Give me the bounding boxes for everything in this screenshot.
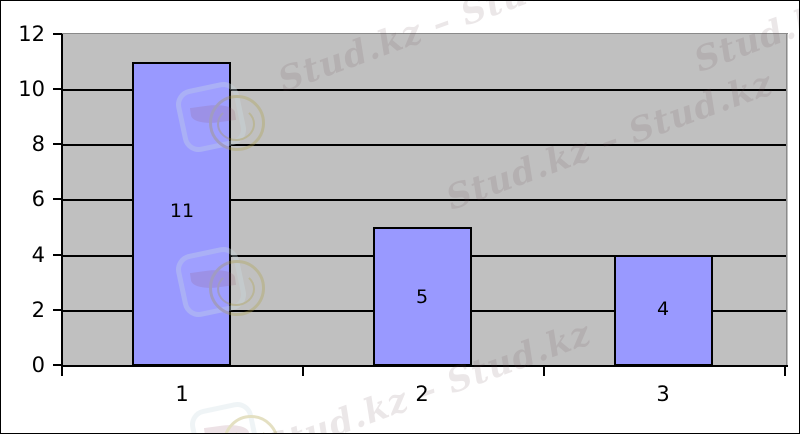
plot-top-border bbox=[61, 33, 788, 34]
bar-category-1[interactable] bbox=[132, 62, 231, 366]
x-axis-tick-label-1: 1 bbox=[175, 382, 189, 406]
bar-value-label-2: 5 bbox=[415, 286, 429, 308]
y-axis-tick-mark-4 bbox=[53, 254, 62, 256]
bar-category-3[interactable] bbox=[614, 255, 713, 366]
x-axis-tick-label-2: 2 bbox=[415, 382, 429, 406]
y-axis-tick-mark-10 bbox=[53, 88, 62, 90]
gridline-6 bbox=[61, 199, 786, 201]
y-axis-tick-label-10: 10 bbox=[18, 77, 45, 101]
stud-kz-logo-icon-3 bbox=[187, 399, 279, 433]
plot-right-border bbox=[786, 34, 787, 365]
y-axis-tick-label-0: 0 bbox=[31, 353, 45, 377]
bar-value-label-3: 4 bbox=[656, 298, 670, 320]
gridline-8 bbox=[61, 144, 786, 146]
y-axis-tick-label-6: 6 bbox=[31, 187, 45, 211]
x-axis-tick-mark-2 bbox=[543, 367, 545, 376]
gridline-10 bbox=[61, 89, 786, 91]
y-axis-tick-mark-0 bbox=[53, 364, 62, 366]
x-axis-tick-mark-0 bbox=[61, 367, 63, 376]
y-axis-tick-label-4: 4 bbox=[31, 243, 45, 267]
y-axis-tick-label-12: 12 bbox=[18, 22, 45, 46]
y-axis-tick-mark-6 bbox=[53, 198, 62, 200]
y-axis-tick-mark-8 bbox=[53, 143, 62, 145]
bar-category-2[interactable] bbox=[373, 227, 472, 366]
y-axis-tick-mark-2 bbox=[53, 309, 62, 311]
y-axis-tick-label-2: 2 bbox=[31, 298, 45, 322]
x-axis-tick-mark-1 bbox=[302, 367, 304, 376]
x-axis-tick-label-3: 3 bbox=[656, 382, 670, 406]
y-axis-tick-label-8: 8 bbox=[31, 132, 45, 156]
x-axis-tick-mark-3 bbox=[784, 367, 786, 376]
y-axis-tick-mark-12 bbox=[53, 33, 62, 35]
bar-value-label-1: 11 bbox=[169, 200, 195, 222]
